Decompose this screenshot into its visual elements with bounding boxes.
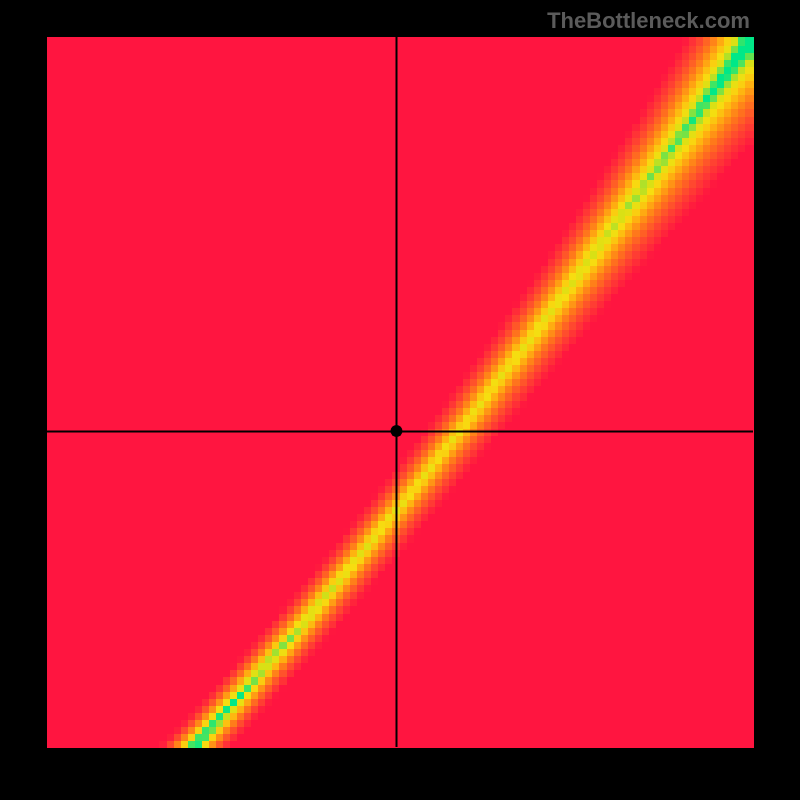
chart-container: TheBottleneck.com [0, 0, 800, 800]
bottleneck-heatmap [0, 0, 800, 800]
watermark-text: TheBottleneck.com [547, 8, 750, 34]
